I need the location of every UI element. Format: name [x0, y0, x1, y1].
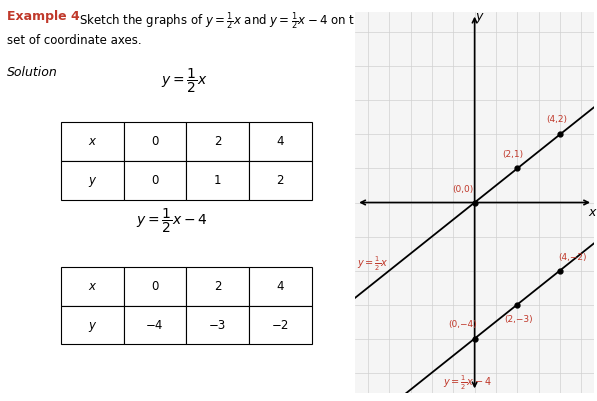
Text: 4: 4: [276, 279, 284, 293]
Bar: [249, 122, 312, 161]
Bar: [186, 122, 249, 161]
Bar: [124, 306, 186, 344]
Text: −4: −4: [146, 318, 164, 332]
Text: y: y: [89, 174, 96, 187]
Text: x: x: [588, 206, 596, 219]
Text: x: x: [89, 135, 96, 148]
Bar: [249, 161, 312, 200]
Text: (4,−2): (4,−2): [558, 253, 587, 262]
Text: 0: 0: [151, 279, 159, 293]
Bar: [124, 122, 186, 161]
Text: 2: 2: [276, 174, 284, 187]
Text: $y = \dfrac{1}{2}x$: $y = \dfrac{1}{2}x$: [161, 66, 208, 95]
Bar: [186, 267, 249, 306]
Text: 2: 2: [214, 135, 221, 148]
Text: Sketch the graphs of $y = \frac{1}{2}x$ and $y = \frac{1}{2}x - 4$ on the same: Sketch the graphs of $y = \frac{1}{2}x$ …: [79, 10, 405, 32]
Text: x: x: [89, 279, 96, 293]
Text: $y=\frac{1}{2}x-4$: $y=\frac{1}{2}x-4$: [442, 374, 491, 392]
Text: y: y: [476, 10, 483, 22]
Text: 2: 2: [214, 279, 221, 293]
Text: 0: 0: [151, 174, 159, 187]
Text: (2,1): (2,1): [503, 150, 524, 159]
Text: 4: 4: [276, 135, 284, 148]
Text: $y = \dfrac{1}{2}x - 4$: $y = \dfrac{1}{2}x - 4$: [136, 207, 208, 235]
Text: (0,0): (0,0): [453, 185, 473, 194]
Text: 1: 1: [214, 174, 221, 187]
Text: $y=\frac{1}{2}x$: $y=\frac{1}{2}x$: [358, 255, 389, 273]
Bar: [249, 267, 312, 306]
Text: Example 4: Example 4: [7, 10, 80, 23]
Text: y: y: [89, 318, 96, 332]
Bar: [186, 306, 249, 344]
Text: −2: −2: [272, 318, 289, 332]
Text: −3: −3: [209, 318, 226, 332]
Bar: [61, 161, 124, 200]
Bar: [124, 267, 186, 306]
Text: 0: 0: [151, 135, 159, 148]
Text: (4,2): (4,2): [546, 115, 567, 124]
Bar: [61, 122, 124, 161]
Text: set of coordinate axes.: set of coordinate axes.: [7, 34, 142, 47]
Bar: [124, 161, 186, 200]
Bar: [249, 306, 312, 344]
Bar: [61, 306, 124, 344]
Text: (0,−4): (0,−4): [448, 320, 477, 329]
Bar: [61, 267, 124, 306]
Text: Solution: Solution: [7, 66, 58, 79]
Text: (2,−3): (2,−3): [504, 315, 533, 324]
Bar: [186, 161, 249, 200]
